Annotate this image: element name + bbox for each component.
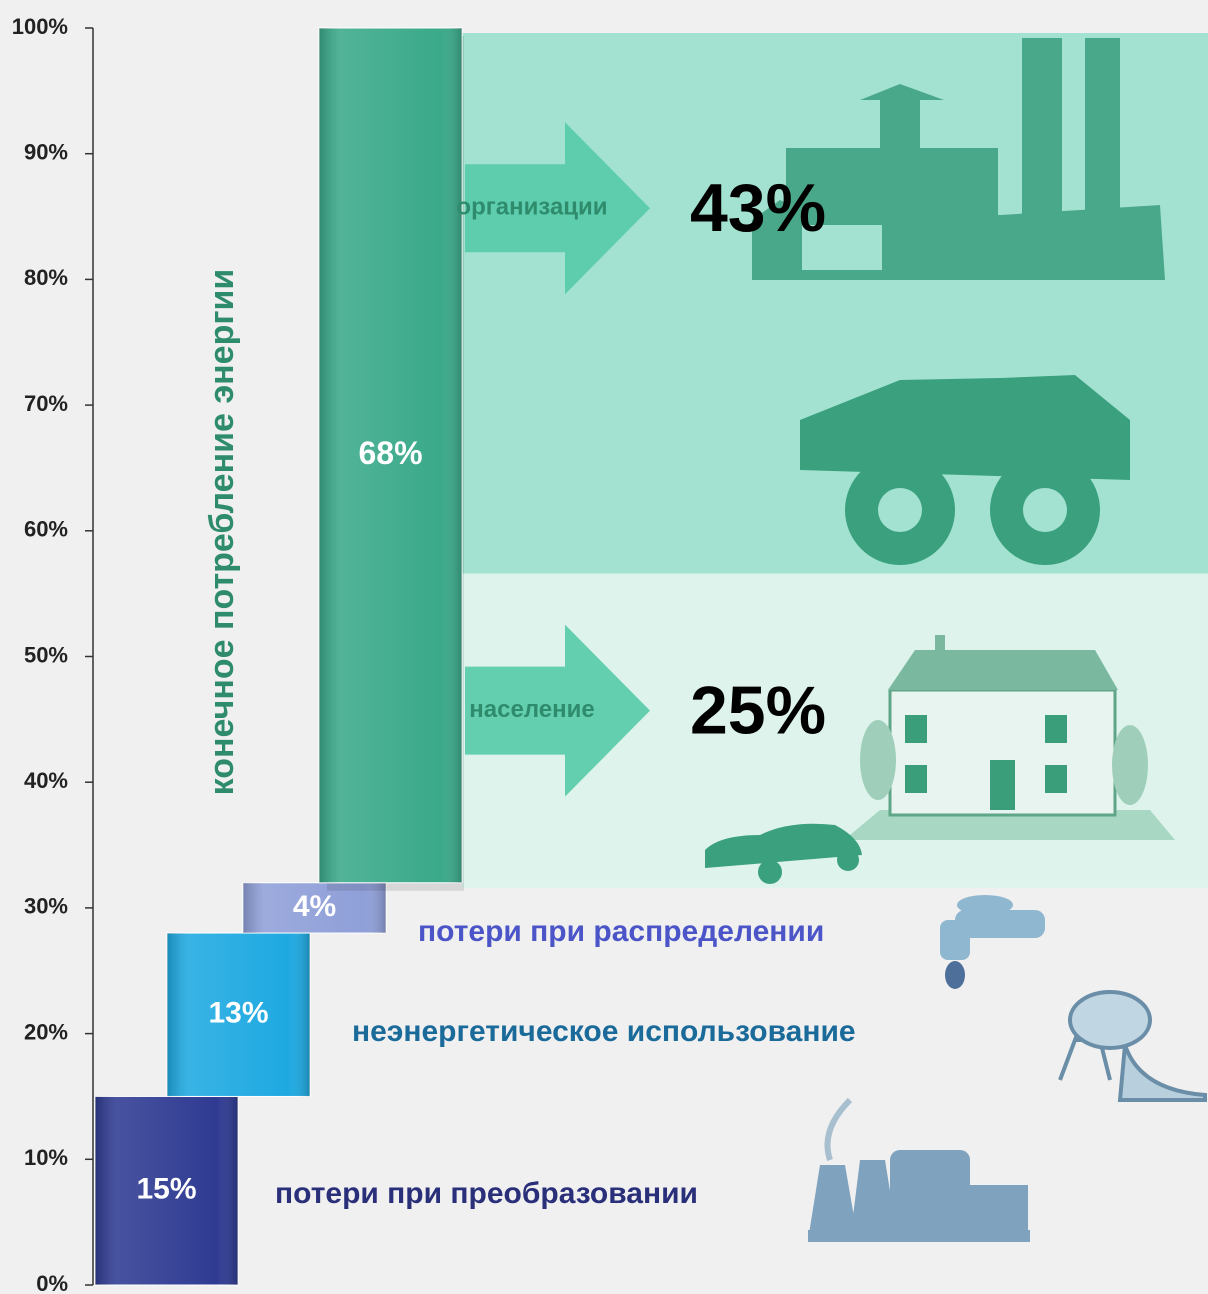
value-label: 4% bbox=[293, 890, 336, 923]
plant-icon bbox=[808, 1100, 1030, 1242]
y-tick-label: 80% bbox=[24, 265, 68, 290]
y-tick-label: 40% bbox=[24, 768, 68, 793]
breakdown-label: население bbox=[469, 696, 594, 723]
breakdown-value: 25% bbox=[690, 673, 826, 749]
tap-icon bbox=[940, 895, 1045, 989]
breakdown-label: организации bbox=[456, 194, 607, 221]
y-tick-label: 30% bbox=[24, 894, 68, 919]
y-tick-label: 20% bbox=[24, 1019, 68, 1044]
y-tick-label: 0% bbox=[36, 1271, 68, 1294]
y-tick-label: 10% bbox=[24, 1145, 68, 1170]
mixer-icon bbox=[1060, 992, 1205, 1100]
breakdown-value: 43% bbox=[690, 170, 826, 246]
y-tick-label: 50% bbox=[24, 642, 68, 667]
value-label: 15% bbox=[136, 1173, 196, 1206]
value-label: 68% bbox=[358, 435, 422, 471]
value-label: 13% bbox=[208, 997, 268, 1030]
y-tick-label: 100% bbox=[12, 14, 68, 39]
category-label: неэнергетическое использование bbox=[352, 1015, 856, 1048]
category-label: потери при преобразовании bbox=[275, 1177, 698, 1210]
y-tick-label: 90% bbox=[24, 140, 68, 165]
category-label: конечное потребление энергии bbox=[203, 269, 241, 796]
category-label: потери при распределении bbox=[418, 915, 824, 948]
y-tick-label: 70% bbox=[24, 391, 68, 416]
y-tick-label: 60% bbox=[24, 517, 68, 542]
chart: 0% 10% 20% 30% 40% 50% 60% 70% 80% 90% 100% 15% поте… bbox=[0, 0, 1208, 1294]
